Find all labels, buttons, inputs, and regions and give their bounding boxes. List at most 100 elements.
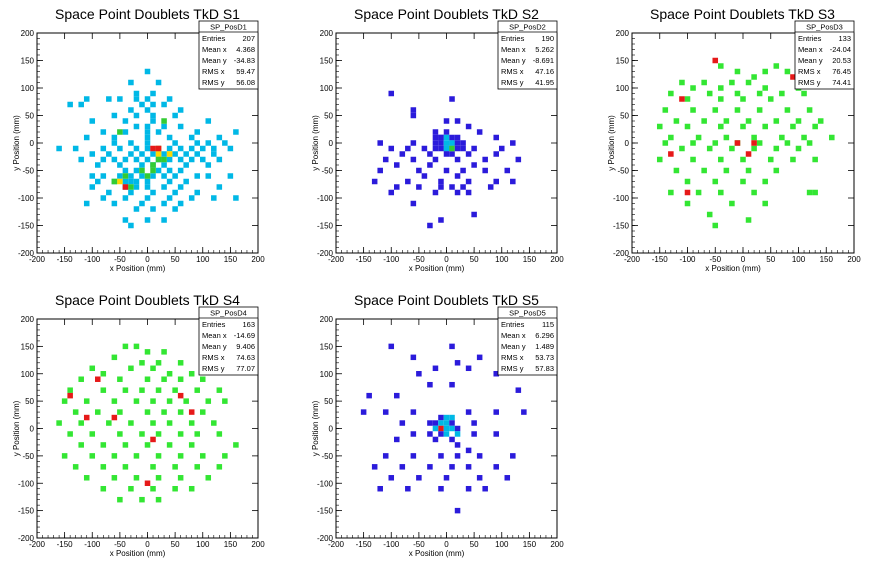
bin	[117, 409, 123, 415]
bin	[487, 184, 494, 190]
bin	[188, 442, 195, 448]
bin	[729, 200, 735, 207]
bin	[78, 156, 84, 163]
bin	[177, 167, 184, 174]
x-tick-label: -200	[29, 255, 46, 264]
bin	[695, 134, 702, 141]
bin	[67, 101, 73, 108]
bin	[199, 376, 206, 382]
bin	[161, 162, 167, 168]
bin	[139, 162, 145, 168]
panel-title: Space Point Doublets TkD S1	[55, 6, 240, 22]
bin	[155, 496, 162, 503]
bin	[773, 118, 780, 124]
bin	[432, 436, 439, 443]
bin	[155, 145, 162, 152]
bin	[712, 140, 719, 146]
bin	[166, 178, 173, 185]
bin	[432, 145, 439, 152]
bin	[177, 145, 184, 152]
x-tick-label: 200	[847, 255, 861, 264]
stats-value: 20.53	[832, 56, 851, 65]
bin	[460, 145, 466, 152]
bin	[139, 360, 145, 366]
bin	[150, 485, 156, 492]
stats-label: Mean x	[501, 331, 526, 340]
y-tick-label: 100	[320, 84, 334, 93]
bin	[515, 387, 522, 393]
bin	[122, 184, 129, 190]
bin	[521, 409, 527, 415]
bin	[416, 167, 422, 174]
bin	[706, 145, 713, 152]
x-tick-label: -100	[84, 255, 101, 264]
bin	[117, 96, 123, 102]
stats-label: Mean x	[202, 331, 227, 340]
bin	[438, 178, 444, 185]
stats-value: 133	[838, 34, 851, 43]
bin	[438, 217, 444, 223]
bin	[432, 156, 439, 163]
y-tick-label: 0	[30, 425, 35, 434]
bin	[449, 145, 455, 152]
bin	[144, 217, 151, 223]
bin	[712, 107, 719, 113]
bin	[128, 420, 134, 426]
bin	[465, 189, 472, 196]
x-tick-label: 150	[224, 540, 238, 549]
bins	[656, 57, 835, 229]
bin	[144, 178, 151, 185]
bin	[762, 85, 768, 91]
bin	[449, 381, 455, 388]
bin	[795, 145, 802, 152]
bin	[144, 145, 151, 152]
bin	[454, 360, 461, 366]
bin	[421, 145, 428, 152]
bin	[172, 485, 178, 492]
bin	[701, 79, 707, 86]
y-tick-label: -100	[317, 194, 334, 203]
bin	[177, 184, 184, 190]
bins	[56, 343, 239, 503]
bin	[166, 167, 173, 174]
bin	[399, 151, 406, 157]
bin	[100, 371, 107, 377]
bin	[128, 184, 134, 190]
bin	[438, 485, 444, 492]
bin	[718, 189, 724, 196]
bin	[427, 162, 433, 168]
bin	[144, 156, 151, 163]
bins	[360, 343, 527, 514]
bin	[432, 420, 439, 426]
bin	[155, 79, 162, 86]
bin	[89, 151, 96, 157]
stats-value: 190	[541, 34, 554, 43]
bin	[493, 409, 499, 415]
stats-value: 1.489	[535, 342, 554, 351]
bin	[117, 376, 123, 382]
y-axis-title: y Position (mm)	[607, 115, 616, 171]
bin	[784, 68, 791, 75]
x-tick-label: 200	[251, 540, 265, 549]
bin	[111, 398, 118, 404]
bin	[133, 96, 140, 102]
bin	[194, 151, 200, 157]
bin	[194, 431, 200, 437]
bin	[139, 151, 145, 157]
stats-value: 74.41	[832, 78, 851, 87]
bin	[150, 206, 156, 212]
bin	[740, 178, 746, 185]
bin	[443, 134, 450, 141]
bin	[740, 96, 746, 102]
bin	[161, 118, 167, 124]
bin	[122, 167, 129, 174]
bin	[723, 134, 730, 141]
stats-label: Entries	[501, 34, 525, 43]
bin	[150, 151, 156, 157]
y-tick-label: 200	[320, 29, 334, 38]
bin	[144, 480, 151, 486]
bin	[139, 173, 145, 179]
bin	[150, 189, 156, 196]
bin	[139, 496, 145, 503]
y-tick-label: 200	[21, 29, 35, 38]
